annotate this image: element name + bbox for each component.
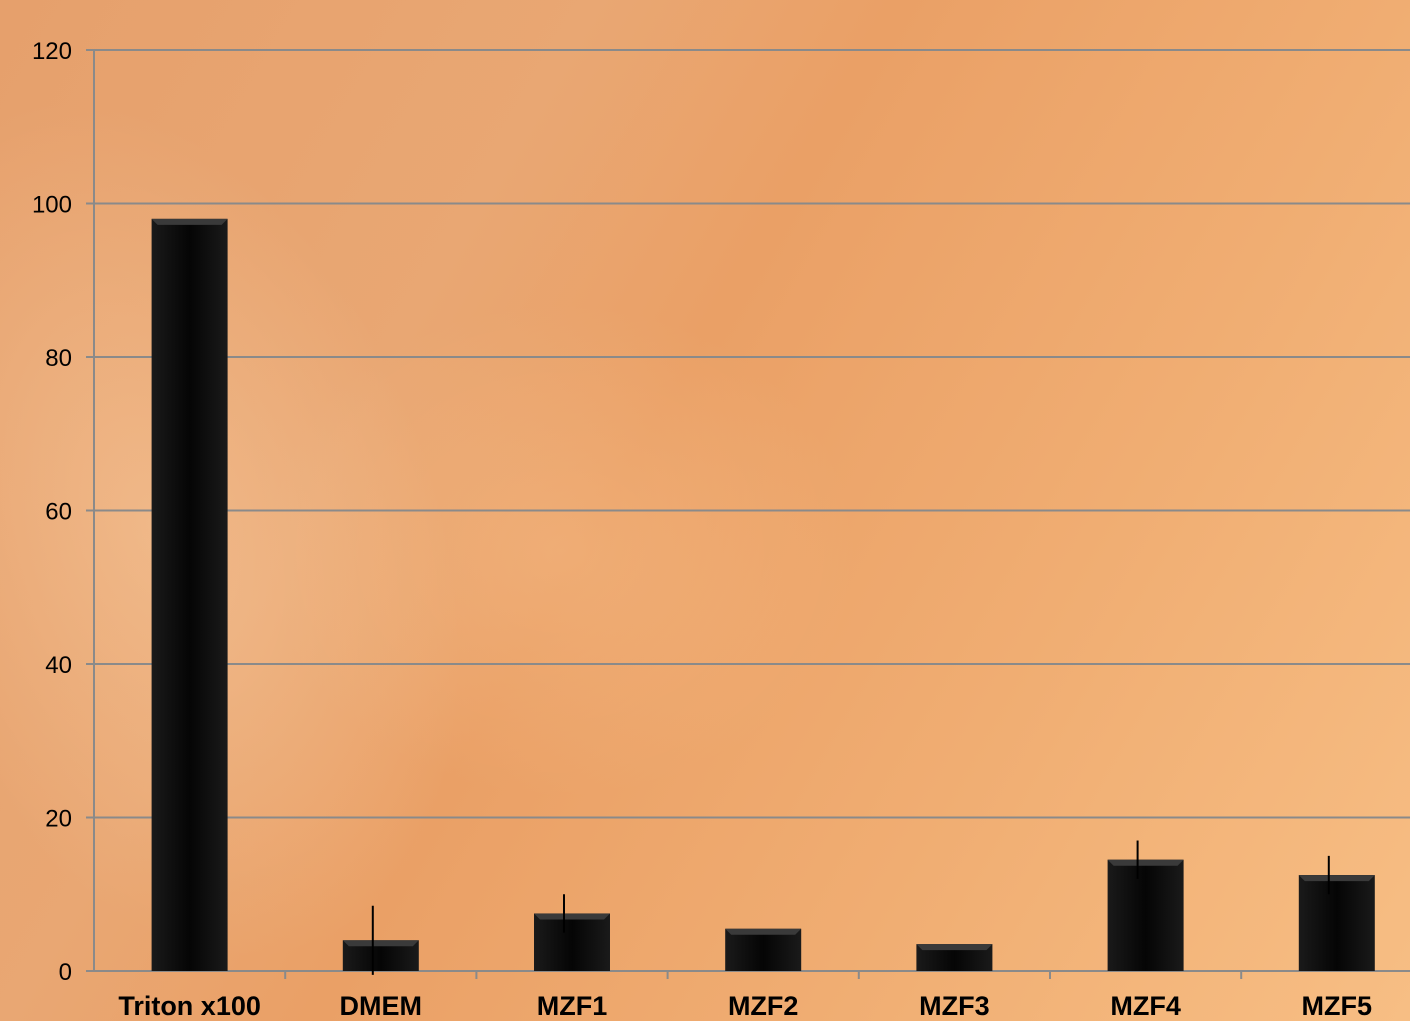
- bar-bevel: [916, 944, 993, 951]
- bar-bevel: [1107, 859, 1184, 866]
- y-tick-label: 120: [32, 38, 72, 65]
- bar-bevel: [534, 913, 610, 920]
- x-category-label: Triton x100: [118, 991, 261, 1021]
- bar-mzf1: [534, 894, 610, 971]
- background-glow: [260, 300, 860, 800]
- bar: [1298, 875, 1375, 971]
- axes: [86, 49, 1410, 979]
- y-tick-label: 100: [32, 192, 72, 219]
- x-category-label: MZF1: [537, 991, 608, 1021]
- gridlines: [94, 49, 1410, 819]
- bar-dmem: [342, 905, 419, 975]
- bar-triton-x100: [151, 218, 228, 972]
- y-tick-label: 20: [45, 806, 72, 833]
- bars: [151, 218, 1375, 975]
- y-tick-label: 60: [45, 499, 72, 526]
- bar: [1107, 859, 1184, 971]
- labels: 0 20 40 60 80 100 120 Triton x100 DMEM MZF1 MZF2 MZ…: [32, 38, 1372, 1021]
- bar-mzf5: [1298, 855, 1375, 971]
- x-category-label: MZF5: [1302, 991, 1373, 1021]
- bar-mzf2: [725, 928, 802, 971]
- bar: [151, 218, 228, 972]
- x-category-label: MZF2: [728, 991, 799, 1021]
- bar: [725, 928, 802, 971]
- y-tick-label: 80: [45, 345, 72, 372]
- x-category-label: MZF3: [919, 991, 990, 1021]
- y-tick-label: 0: [59, 959, 72, 986]
- x-category-label: MZF4: [1110, 991, 1181, 1021]
- bar-bevel: [725, 928, 802, 935]
- bar-bevel: [342, 940, 419, 947]
- bar-mzf3: [916, 944, 993, 971]
- x-category-label: DMEM: [340, 991, 423, 1021]
- bar-bevel: [1298, 875, 1375, 882]
- bar: [534, 913, 610, 971]
- bar-bevel: [151, 218, 228, 225]
- bar-mzf4: [1107, 840, 1184, 971]
- y-tick-label: 40: [45, 652, 72, 679]
